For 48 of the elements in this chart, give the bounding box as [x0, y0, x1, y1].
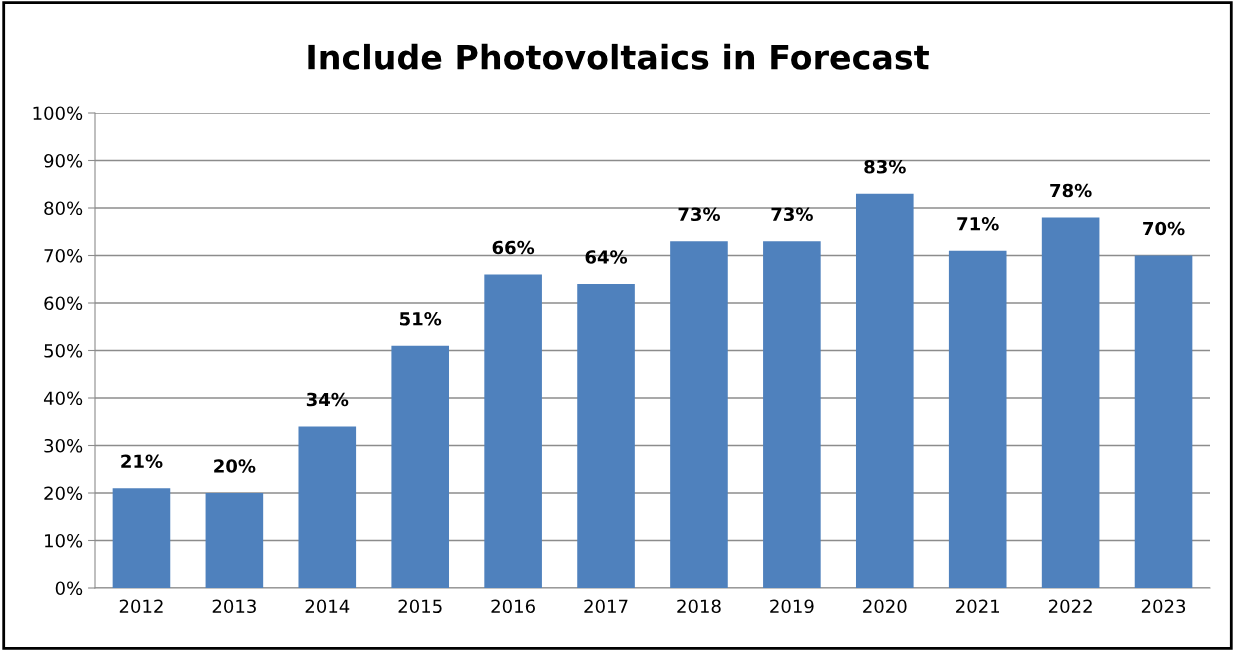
- x-tick-label: 2012: [119, 599, 163, 614]
- data-label: 66%: [492, 240, 535, 255]
- x-tick-label: 2013: [212, 599, 256, 614]
- chart-title: Include Photovoltaics in Forecast: [308, 43, 929, 70]
- bar: [763, 241, 821, 588]
- x-tick-label: 2014: [305, 599, 350, 614]
- data-label: 64%: [585, 250, 628, 264]
- x-tick-label: 2020: [863, 599, 907, 614]
- x-tick-label: 2021: [956, 599, 1000, 614]
- data-label: 70%: [1143, 221, 1185, 236]
- y-tick-label: 20%: [44, 486, 83, 501]
- y-tick-label: 10%: [45, 533, 83, 548]
- data-label: 71%: [957, 216, 999, 231]
- bar: [112, 488, 171, 588]
- data-label: 73%: [678, 207, 720, 222]
- y-tick-label: 30%: [44, 438, 83, 453]
- data-label: 78%: [1050, 183, 1092, 198]
- x-tick-label: 2015: [398, 599, 442, 614]
- bar: [484, 274, 542, 588]
- bar: [391, 345, 450, 588]
- data-label: 51%: [399, 311, 442, 326]
- x-tick-label: 2018: [677, 599, 721, 614]
- bar: [205, 493, 264, 588]
- bar: [1134, 255, 1193, 588]
- x-tick-label: 2022: [1048, 599, 1092, 614]
- bar: [1041, 217, 1100, 588]
- bar: [855, 193, 914, 588]
- x-tick-label: 2019: [770, 599, 814, 614]
- data-label: 21%: [121, 454, 163, 469]
- data-label: 34%: [306, 392, 349, 407]
- bar: [948, 250, 1007, 588]
- y-tick-label: 80%: [44, 201, 83, 216]
- y-tick-label: 70%: [44, 248, 83, 263]
- data-label: 83%: [864, 159, 906, 174]
- x-tick-label: 2017: [584, 599, 628, 614]
- bar: [670, 241, 728, 588]
- x-tick-label: 2016: [491, 599, 535, 614]
- y-tick-label: 40%: [43, 391, 83, 406]
- y-tick-label: 60%: [44, 296, 83, 311]
- bar: [577, 284, 635, 588]
- data-label: 73%: [771, 207, 813, 222]
- bar: [298, 426, 357, 588]
- y-tick-label: 100%: [33, 106, 83, 121]
- y-tick-label: 0%: [55, 581, 83, 596]
- x-tick-label: 2023: [1141, 599, 1186, 614]
- y-tick-label: 90%: [44, 153, 83, 168]
- data-label: 20%: [214, 459, 256, 473]
- y-tick-label: 50%: [44, 343, 83, 358]
